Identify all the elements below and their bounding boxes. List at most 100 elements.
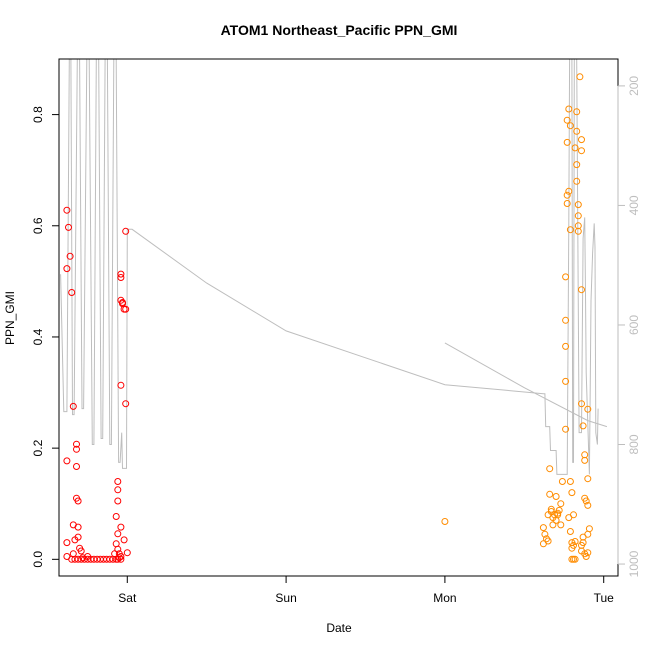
data-point xyxy=(584,501,592,509)
data-point xyxy=(123,549,131,557)
data-point xyxy=(114,530,122,538)
data-point xyxy=(578,400,585,408)
data-point xyxy=(122,305,130,313)
data-point xyxy=(566,226,574,234)
data-point xyxy=(111,550,119,558)
secondary-line-1 xyxy=(60,58,599,475)
data-point xyxy=(74,523,82,531)
data-point xyxy=(562,316,570,324)
data-point xyxy=(558,478,566,485)
data-point xyxy=(73,445,80,453)
data-point xyxy=(585,525,593,533)
data-point xyxy=(584,549,592,557)
data-point xyxy=(74,497,82,505)
data-point xyxy=(562,273,570,281)
data-points xyxy=(63,73,593,563)
data-point xyxy=(566,528,574,535)
data-point xyxy=(557,500,565,508)
data-point xyxy=(114,497,122,505)
data-point xyxy=(573,161,581,169)
chart-title: ATOM1 Northeast_Pacific PPN_GMI xyxy=(221,22,458,38)
data-point xyxy=(570,541,577,549)
data-point xyxy=(554,511,562,519)
data-point xyxy=(117,523,125,531)
y-tick-label: 0.4 xyxy=(31,328,45,345)
y2-tick-label: 1000 xyxy=(627,550,641,577)
data-point xyxy=(584,475,592,483)
secondary-line-2 xyxy=(444,342,608,428)
data-point xyxy=(547,505,555,513)
data-point xyxy=(77,547,85,555)
data-point xyxy=(562,342,570,350)
data-point xyxy=(117,296,125,304)
data-point xyxy=(563,116,571,124)
data-point xyxy=(562,425,570,433)
data-point xyxy=(73,463,80,470)
data-point xyxy=(573,108,581,116)
data-point xyxy=(578,286,585,294)
data-point xyxy=(563,191,571,199)
y2-tick-label: 600 xyxy=(627,315,641,335)
data-point xyxy=(117,270,125,278)
data-point xyxy=(112,513,120,520)
data-point xyxy=(122,227,130,235)
data-point xyxy=(578,136,585,144)
data-point xyxy=(582,553,590,560)
y-axis-label: PPN_GMI xyxy=(3,291,17,345)
y-tick-label: 0.2 xyxy=(31,439,45,456)
data-point xyxy=(570,511,577,519)
data-point xyxy=(65,223,72,231)
x-tick-label: Sun xyxy=(275,591,296,605)
data-point xyxy=(63,265,71,273)
data-point xyxy=(571,555,579,563)
data-point xyxy=(573,177,581,185)
data-point xyxy=(114,478,122,485)
data-point xyxy=(66,252,74,260)
y-tick-label: 0.0 xyxy=(31,551,45,568)
data-point xyxy=(541,530,549,538)
y2-axis: 200 400 600 800 1000 xyxy=(617,76,641,577)
data-point xyxy=(544,537,552,545)
data-point xyxy=(441,518,449,525)
y-tick-label: 0.8 xyxy=(31,106,45,123)
data-point xyxy=(546,490,554,498)
data-point xyxy=(571,538,579,545)
x-axis-label: Date xyxy=(326,621,352,635)
y-axis: 0.0 0.2 0.4 0.6 0.8 xyxy=(31,106,60,568)
data-point xyxy=(114,545,122,553)
data-point xyxy=(546,465,554,473)
y2-tick-label: 800 xyxy=(627,434,641,454)
data-point xyxy=(117,274,125,281)
data-point xyxy=(579,533,587,541)
data-point xyxy=(565,105,573,113)
x-tick-label: Sat xyxy=(118,591,137,605)
data-point xyxy=(115,554,123,562)
data-point xyxy=(563,200,571,207)
data-point xyxy=(568,489,576,497)
y2-tick-label: 200 xyxy=(627,76,641,96)
data-point xyxy=(565,187,573,195)
data-point xyxy=(68,289,76,296)
data-point xyxy=(117,381,125,389)
data-point xyxy=(63,457,71,465)
data-point xyxy=(552,493,560,500)
data-point xyxy=(574,212,582,220)
data-point xyxy=(79,554,87,562)
data-point xyxy=(571,144,579,152)
x-tick-label: Tue xyxy=(594,591,615,605)
y2-tick-label: 400 xyxy=(627,195,641,215)
y-tick-label: 0.6 xyxy=(31,217,45,234)
data-point xyxy=(578,147,585,155)
data-point xyxy=(557,521,565,529)
x-tick-label: Mon xyxy=(433,591,456,605)
data-point xyxy=(549,521,557,529)
data-point xyxy=(539,524,547,532)
data-point xyxy=(573,127,581,135)
data-point xyxy=(63,206,71,214)
data-point xyxy=(73,440,80,448)
data-point xyxy=(574,201,582,209)
data-point xyxy=(576,73,584,81)
data-point xyxy=(74,533,82,541)
